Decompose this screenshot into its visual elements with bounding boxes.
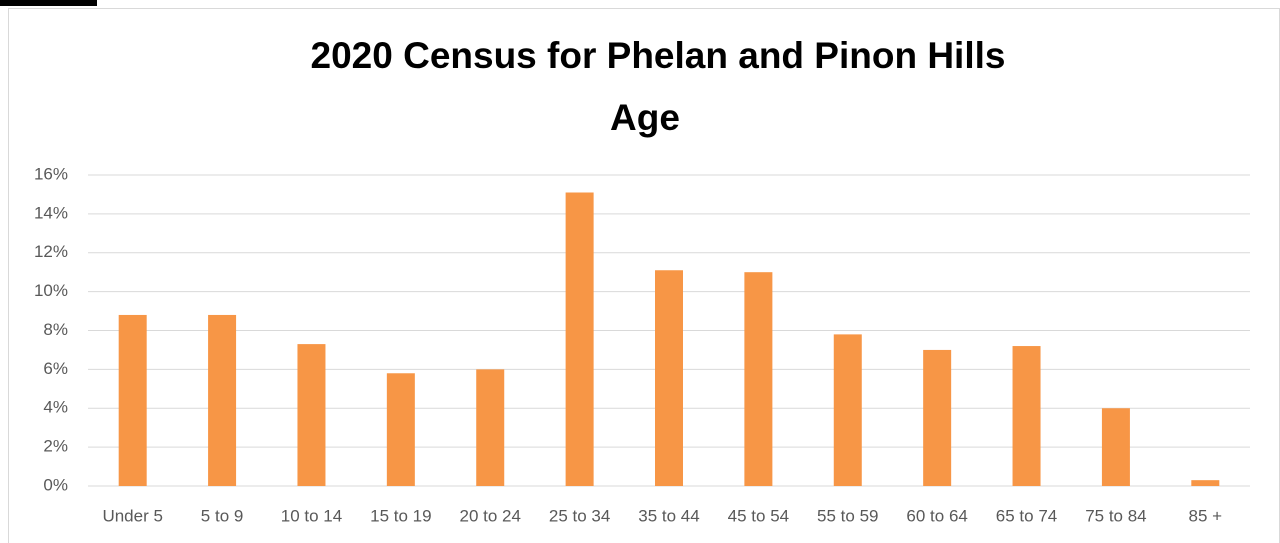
x-tick-label: 85 +	[1189, 506, 1223, 525]
y-tick-label: 4%	[43, 398, 68, 417]
header-fragment	[0, 0, 97, 6]
bar	[565, 192, 594, 486]
y-tick-label: 2%	[43, 437, 68, 456]
bar	[118, 314, 147, 486]
bar	[386, 373, 415, 486]
bar	[208, 314, 237, 486]
x-tick-label: 10 to 14	[281, 506, 342, 525]
x-tick-label: 5 to 9	[201, 506, 244, 525]
bar	[476, 369, 505, 486]
x-tick-label: 15 to 19	[370, 506, 431, 525]
y-tick-label: 14%	[34, 203, 68, 222]
bar	[833, 334, 862, 486]
x-tick-label: 65 to 74	[996, 506, 1057, 525]
x-tick-label: 35 to 44	[638, 506, 699, 525]
y-tick-label: 12%	[34, 242, 68, 261]
bar	[1012, 346, 1041, 486]
x-tick-label: 60 to 64	[906, 506, 967, 525]
x-tick-label: 20 to 24	[460, 506, 521, 525]
x-tick-label: 45 to 54	[728, 506, 789, 525]
y-tick-label: 10%	[34, 281, 68, 300]
x-tick-label: 75 to 84	[1085, 506, 1146, 525]
bar	[297, 344, 326, 486]
y-tick-label: 0%	[43, 475, 68, 494]
chart-subtitle: Age	[610, 97, 680, 138]
chart-frame	[8, 8, 1280, 543]
y-tick-label: 6%	[43, 359, 68, 378]
bar	[1101, 408, 1130, 486]
bar	[744, 272, 773, 486]
x-tick-label: 25 to 34	[549, 506, 610, 525]
x-tick-label: 55 to 59	[817, 506, 878, 525]
y-tick-label: 8%	[43, 320, 68, 339]
bar	[655, 270, 683, 486]
y-tick-label: 16%	[34, 164, 68, 183]
x-tick-label: Under 5	[102, 506, 162, 525]
bar	[1191, 480, 1220, 486]
chart-title: 2020 Census for Phelan and Pinon Hills	[311, 35, 1006, 76]
bar	[923, 349, 952, 486]
